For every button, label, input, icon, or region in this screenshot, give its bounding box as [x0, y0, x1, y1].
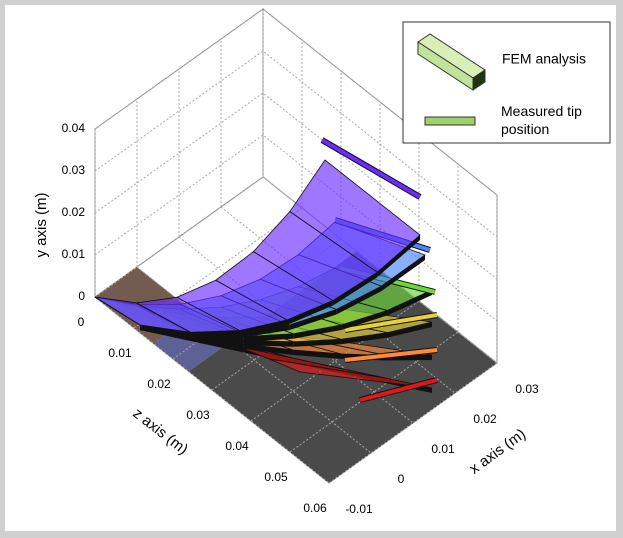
measured-tip [344, 313, 438, 332]
grid-line [328, 362, 498, 484]
y-tick-label: 0 [78, 289, 85, 303]
z-tick-label: 0 [78, 315, 85, 329]
z-tick-label: 0.05 [264, 470, 288, 484]
beam-edge [239, 320, 287, 336]
beam-edge [243, 343, 294, 355]
beam-edge [140, 325, 191, 338]
z-tick-label: 0.03 [186, 408, 210, 422]
legend-label: FEM analysis [502, 51, 586, 67]
beam-edge [336, 286, 382, 315]
y-tick-label: 0.02 [62, 205, 86, 219]
beam-edge [387, 322, 432, 338]
measured-tip [344, 348, 438, 362]
beam-edge [377, 235, 420, 278]
x-tick-label: 0.02 [473, 412, 497, 426]
beam-edge [381, 255, 425, 292]
x-tick-label: -0.01 [345, 502, 373, 516]
legend-icon [472, 69, 486, 91]
z-tick-label: 0.01 [108, 346, 132, 360]
beam-surfaces [94, 137, 438, 403]
y-tick-label: 0.01 [62, 247, 86, 261]
y-axis-label: y axis (m) [33, 193, 50, 258]
grid-line [133, 207, 303, 329]
x-tick-label: 0 [398, 472, 405, 486]
measured-tip [359, 378, 438, 402]
z-tick-label: 0.04 [225, 439, 249, 453]
x-tick-label: 0.01 [431, 442, 455, 456]
y-tick-label: 0.04 [62, 121, 86, 135]
legend: FEM analysis [402, 21, 611, 144]
beam-edge [190, 330, 240, 338]
beam-segment [289, 159, 421, 273]
beam-edge [387, 290, 432, 316]
beam-edge [341, 310, 388, 330]
beam-edge [293, 339, 342, 347]
beam-edge [241, 325, 290, 338]
z-tick-label: 0.02 [147, 377, 171, 391]
beam-segment [268, 358, 433, 389]
beam-edge [293, 325, 342, 339]
beam-edge [289, 309, 337, 330]
beam-edge [332, 272, 378, 306]
y-tick-label: 0.03 [62, 163, 86, 177]
z-tick-label: 0.06 [303, 501, 327, 515]
x-tick-label: 0.03 [515, 382, 539, 396]
legend-label: Measured tip position [501, 103, 582, 137]
beam-edge [243, 340, 294, 347]
measured-tip [320, 138, 422, 199]
beam-edge [243, 333, 294, 342]
legend-icon [424, 116, 476, 126]
beam-edge [341, 332, 388, 345]
grid-line [94, 176, 264, 298]
beam-edge [293, 350, 342, 359]
beam-edge [287, 300, 333, 325]
